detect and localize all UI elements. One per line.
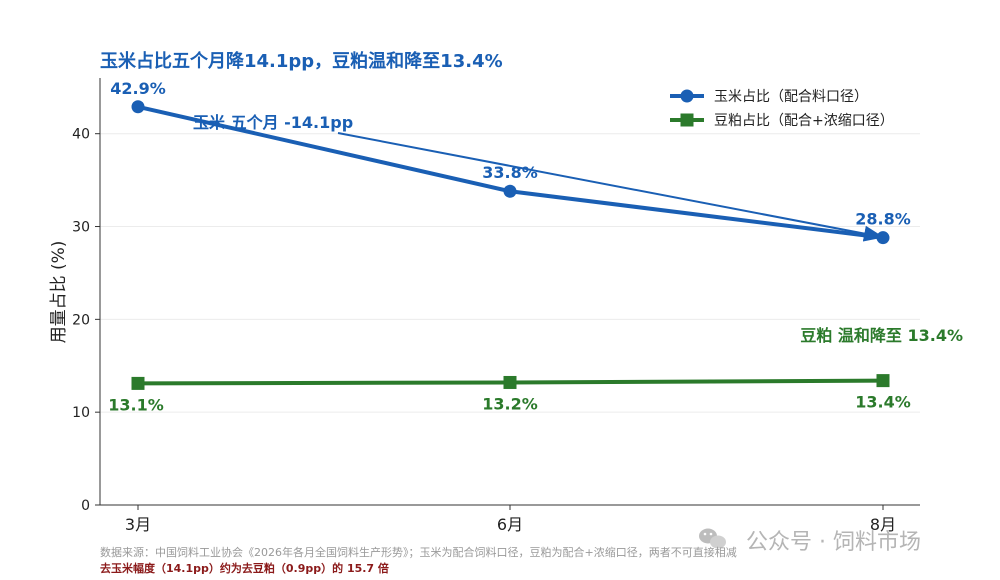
- y-axis-label: 用量占比 (%): [49, 241, 69, 344]
- y-tick-label: 40: [72, 127, 90, 143]
- wechat-icon: [699, 528, 726, 549]
- data-point: [503, 184, 517, 198]
- legend-label: 玉米占比（配合料口径）: [714, 89, 868, 105]
- x-tick-label: 3月: [125, 515, 151, 534]
- grid-lines: [100, 133, 920, 413]
- chart-title: 玉米占比五个月降14.1pp，豆粕温和降至13.4%: [100, 50, 503, 72]
- data-label: 28.8%: [855, 210, 911, 229]
- legend-label: 豆粕占比（配合+浓缩口径）: [714, 113, 894, 129]
- data-point: [876, 231, 890, 245]
- data-point: [131, 100, 145, 114]
- data-label: 42.9%: [110, 79, 166, 98]
- data-label: 13.1%: [108, 395, 164, 414]
- data-label: 13.2%: [482, 394, 538, 413]
- watermark: 公众号 · 饲料市场: [699, 528, 921, 555]
- x-tick-label: 8月: [870, 515, 896, 534]
- legend-marker: [680, 113, 694, 127]
- series-group: 42.9%33.8%28.8%13.1% 13.2% 13.4%: [108, 79, 911, 415]
- footer-note: 去玉米幅度（14.1pp）约为去豆粕（0.9pp）的 15.7 倍: [100, 561, 389, 575]
- legend-marker: [680, 89, 694, 103]
- x-tick-label: 6月: [497, 515, 523, 534]
- y-tick-label: 30: [72, 220, 90, 236]
- annotations: 玉米 五个月 -14.1pp 豆粕 温和降至 13.4%: [193, 113, 963, 345]
- data-label: 13.4%: [855, 393, 911, 412]
- annotation-soymeal: 豆粕 温和降至 13.4%: [800, 326, 963, 345]
- footer-source: 数据来源：中国饲料工业协会《2026年各月全国饲料生产形势》；玉米为配合饲料口径…: [100, 545, 737, 559]
- data-point: [503, 375, 517, 389]
- y-tick-label: 0: [81, 498, 90, 514]
- axes: [95, 78, 920, 510]
- y-tick-label: 20: [72, 312, 90, 328]
- data-point: [876, 374, 890, 388]
- x-tick-labels: 3月 6月 8月: [125, 515, 896, 534]
- y-tick-label: 10: [72, 405, 90, 421]
- y-tick-labels: 0 10 20 30 40: [72, 127, 90, 514]
- annotation-arrow: [337, 132, 884, 242]
- legend: 玉米占比（配合料口径） 豆粕占比（配合+浓缩口径）: [670, 89, 894, 129]
- data-point: [131, 376, 145, 390]
- watermark-text: 公众号 · 饲料市场: [746, 530, 921, 555]
- annotation-corn: 玉米 五个月 -14.1pp: [193, 113, 353, 132]
